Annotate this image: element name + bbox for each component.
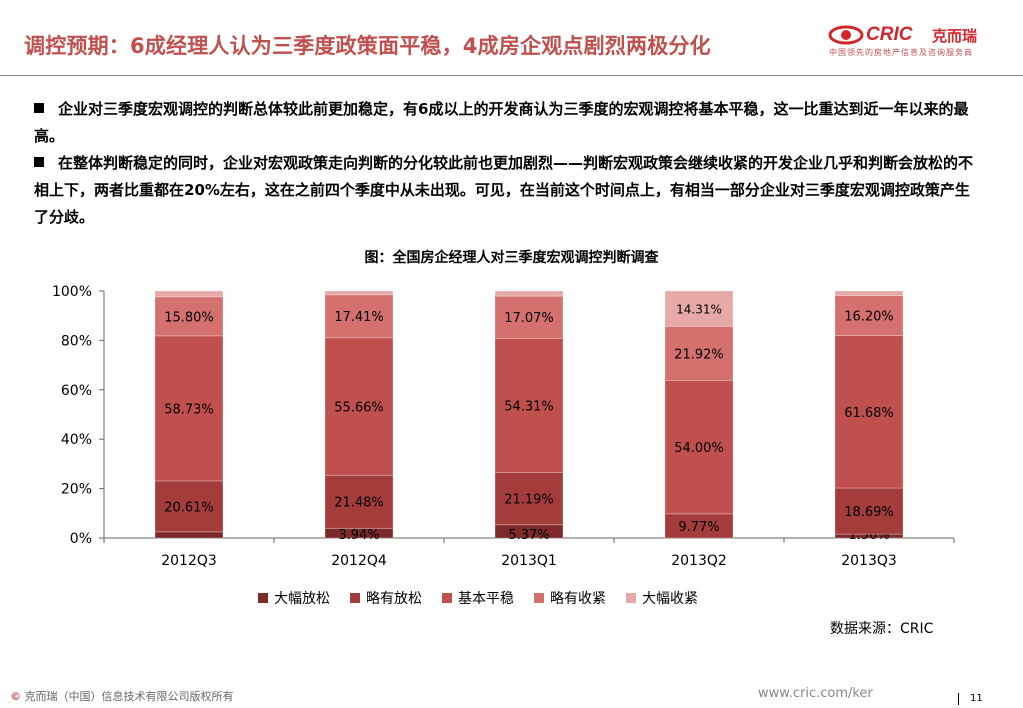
bar-segment xyxy=(494,471,564,526)
data-label: 55.66% xyxy=(334,400,384,415)
bar-segment xyxy=(494,290,564,297)
data-label: 14.31% xyxy=(676,303,722,317)
data-label: 61.68% xyxy=(844,406,894,421)
legend-label: 大幅放松 xyxy=(274,591,330,607)
y-tick-label: 60% xyxy=(61,383,92,399)
cric-logo-icon xyxy=(828,25,864,45)
bullet-item: 企业对三季度宏观调控的判断总体较此前更加稳定，有6成以上的开发商认为三季度的宏观… xyxy=(34,96,984,150)
legend-swatch xyxy=(258,593,268,603)
x-tick-label: 2013Q2 xyxy=(671,553,727,569)
bar-segment xyxy=(664,513,734,539)
data-label: 21.92% xyxy=(674,347,724,362)
data-label: 54.00% xyxy=(674,441,724,456)
data-label: 17.41% xyxy=(334,310,384,325)
data-label: 15.80% xyxy=(164,310,214,325)
legend-item: 大幅放松 xyxy=(258,588,330,608)
chart-legend: 大幅放松 略有放松 基本平稳 略有收紧 大幅收紧 xyxy=(258,588,698,608)
data-label: 17.07% xyxy=(504,311,554,326)
bar-segment xyxy=(664,290,734,327)
data-source: 数据来源：CRIC xyxy=(830,621,934,637)
data-label: 58.73% xyxy=(164,402,214,417)
copyright: © 克而瑞（中国）信息技术有限公司版权所有 xyxy=(10,688,234,704)
logo-brand-cn: 克而瑞 xyxy=(932,27,978,45)
chart-title: 图：全国房企经理人对三季度宏观调控判断调查 xyxy=(364,250,659,266)
legend-swatch xyxy=(534,593,544,603)
square-bullet-icon xyxy=(34,157,44,167)
legend-item: 大幅收紧 xyxy=(626,588,698,608)
bar-segment xyxy=(834,290,904,297)
bar-segment xyxy=(664,325,734,381)
footer-divider xyxy=(958,693,959,705)
square-bullet-icon xyxy=(34,103,44,113)
bar-segment xyxy=(324,294,394,339)
legend-swatch xyxy=(626,593,636,603)
bar-segment xyxy=(154,290,224,298)
footer-url: www.cric.com/ker xyxy=(758,686,873,701)
x-tick-label: 2013Q3 xyxy=(841,553,897,569)
y-tick-label: 100% xyxy=(52,284,92,300)
data-label: 18.69% xyxy=(844,505,894,520)
data-label: 3.94% xyxy=(338,528,379,543)
legend-label: 大幅收紧 xyxy=(642,591,698,607)
header-divider xyxy=(0,75,1023,76)
bar-segment xyxy=(154,296,224,337)
legend-label: 基本平稳 xyxy=(458,591,514,607)
logo-brand: CRIC xyxy=(866,24,913,45)
bar-segment xyxy=(154,335,224,482)
y-tick-label: 20% xyxy=(61,482,92,498)
legend-label: 略有收紧 xyxy=(550,591,606,607)
x-tick-label: 2013Q1 xyxy=(501,553,557,569)
bar-segment xyxy=(664,380,734,515)
bar-segment xyxy=(494,337,564,473)
data-label: 20.61% xyxy=(164,500,214,515)
bar-segment xyxy=(494,295,564,339)
bullet-text: 在整体判断稳定的同时，企业对宏观政策走向判断的分化较此前也更加剧烈——判断宏观政… xyxy=(34,154,974,226)
legend-item: 基本平稳 xyxy=(442,588,514,608)
legend-item: 略有收紧 xyxy=(534,588,606,608)
bar-segment xyxy=(324,290,394,296)
data-label: 21.48% xyxy=(334,496,384,511)
data-label: 54.31% xyxy=(504,399,554,414)
page-title: 调控预期：6成经理人认为三季度政策面平稳，4成房企观点剧烈两极分化 xyxy=(24,34,711,58)
bar-segment xyxy=(834,295,904,337)
bar-segment xyxy=(154,480,224,533)
y-tick-label: 40% xyxy=(61,432,92,448)
data-label: 21.19% xyxy=(504,493,554,508)
data-label: 5.37% xyxy=(508,528,549,543)
bar-segment xyxy=(834,487,904,535)
legend-swatch xyxy=(350,593,360,603)
bar-segment xyxy=(154,531,224,539)
legend-swatch xyxy=(442,593,452,603)
data-label: 16.20% xyxy=(844,310,894,325)
x-tick-label: 2012Q3 xyxy=(161,553,217,569)
bar-segment xyxy=(834,335,904,489)
bullet-list: 企业对三季度宏观调控的判断总体较此前更加稳定，有6成以上的开发商认为三季度的宏观… xyxy=(34,96,984,231)
page-number: 11 xyxy=(970,693,983,704)
data-label: 9.77% xyxy=(678,520,719,535)
logo-tagline: 中国领先的房地产信息及咨询服务商 xyxy=(829,48,973,57)
copyright-icon: © xyxy=(10,690,21,703)
y-tick-label: 80% xyxy=(61,333,92,349)
legend-item: 略有放松 xyxy=(350,588,422,608)
bar-segment xyxy=(324,337,394,476)
bar-segment xyxy=(324,474,394,529)
bullet-item: 在整体判断稳定的同时，企业对宏观政策走向判断的分化较此前也更加剧烈——判断宏观政… xyxy=(34,150,984,231)
copyright-text: 克而瑞（中国）信息技术有限公司版权所有 xyxy=(24,690,234,703)
legend-label: 略有放松 xyxy=(366,591,422,607)
bullet-text: 企业对三季度宏观调控的判断总体较此前更加稳定，有6成以上的开发商认为三季度的宏观… xyxy=(34,100,969,145)
x-tick-label: 2012Q4 xyxy=(331,553,387,569)
y-tick-label: 0% xyxy=(70,531,92,547)
